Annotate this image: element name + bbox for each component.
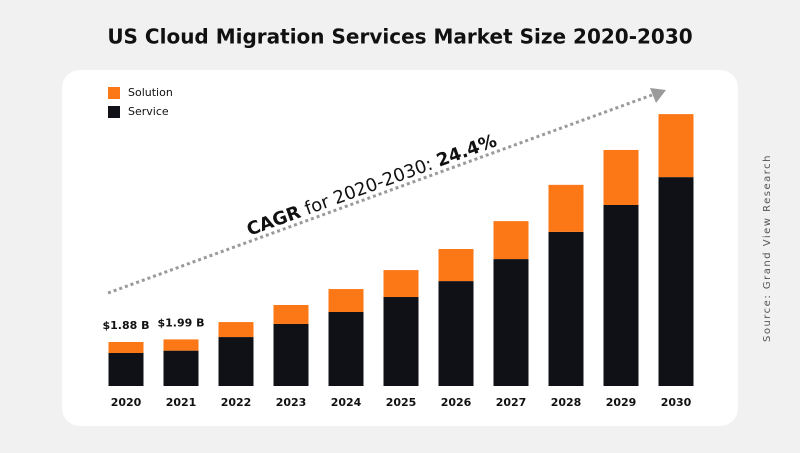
arrow-head (650, 88, 666, 103)
x-tick-label: 2026 (441, 396, 472, 409)
bar-segment (383, 270, 419, 298)
x-tick-label: 2029 (606, 396, 637, 409)
legend-swatch (108, 87, 120, 99)
bar-segment (603, 204, 639, 386)
x-tick-label: 2024 (331, 396, 362, 409)
bar-segment (218, 337, 254, 386)
source: Source: Grand View Research (762, 154, 773, 342)
bar-segment (328, 312, 364, 386)
total-label: $1.88 B (102, 319, 149, 332)
x-tick-label: 2027 (496, 396, 527, 409)
x-tick-label: 2023 (276, 396, 307, 409)
bar-segment (493, 259, 529, 386)
bar-segment (438, 281, 474, 386)
total-label: $1.99 B (157, 316, 204, 329)
chart-title: US Cloud Migration Services Market Size … (107, 25, 692, 49)
legend-label: Service (128, 105, 169, 118)
bar-segment (548, 184, 584, 232)
bar-segment (548, 231, 584, 386)
bar-segment (438, 249, 474, 282)
bar-segment (658, 177, 694, 386)
bar-segment (163, 350, 199, 386)
bar-segment (493, 221, 529, 260)
bar-segment (108, 341, 144, 353)
x-tick-label: 2022 (221, 396, 252, 409)
bar-segment (273, 323, 309, 386)
x-tick-label: 2021 (166, 396, 197, 409)
legend-swatch (108, 106, 120, 118)
bar-segment (273, 304, 309, 324)
bar-segment (163, 339, 199, 351)
bar-segment (328, 289, 364, 313)
legend-label: Solution (128, 86, 173, 99)
bar-segment (658, 114, 694, 178)
bar-segment (108, 352, 144, 386)
bar-segment (218, 322, 254, 338)
x-tick-label: 2020 (111, 396, 142, 409)
x-tick-label: 2025 (386, 396, 417, 409)
bar-segment (383, 297, 419, 386)
x-tick-label: 2030 (661, 396, 692, 409)
x-tick-label: 2028 (551, 396, 582, 409)
bar-segment (603, 149, 639, 205)
cagr-arrow (107, 93, 653, 295)
